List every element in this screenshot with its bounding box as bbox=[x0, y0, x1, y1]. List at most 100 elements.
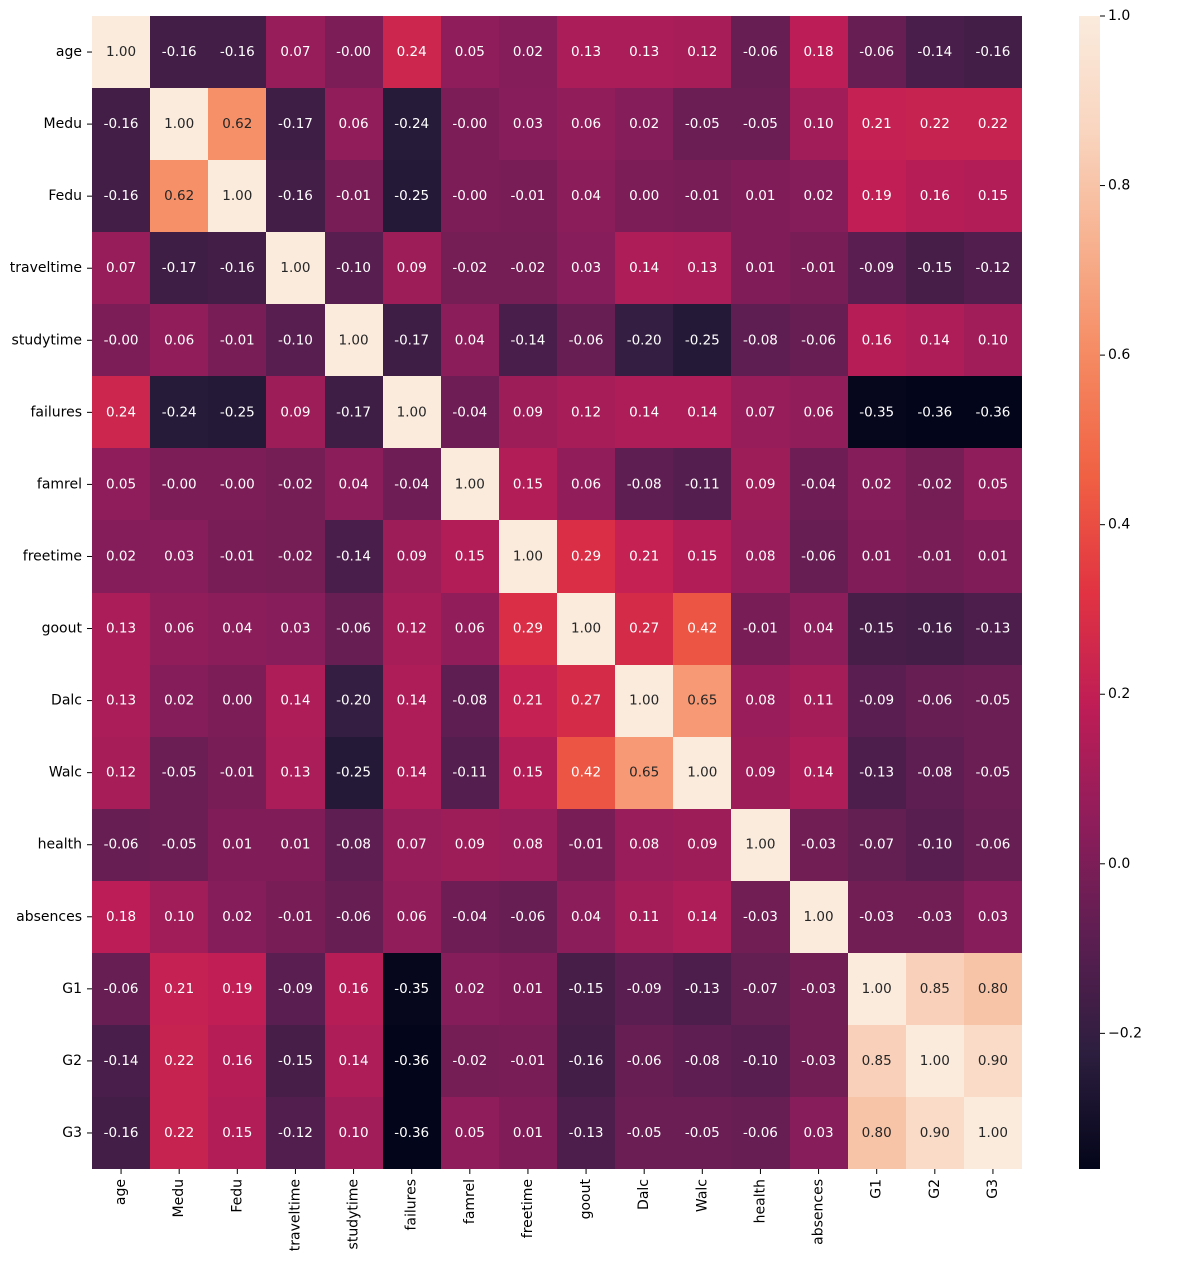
cell-value-label: 0.14 bbox=[280, 693, 310, 709]
heatmap-cell-studytime-goout bbox=[557, 304, 615, 376]
cell-value-label: -0.20 bbox=[627, 332, 662, 348]
heatmap-cell-Dalc-famrel bbox=[441, 665, 499, 737]
cell-value-label: -0.01 bbox=[685, 188, 720, 204]
cell-value-label: -0.01 bbox=[336, 188, 371, 204]
heatmap-cell-freetime-G1 bbox=[848, 520, 906, 593]
heatmap-cell-G2-freetime bbox=[499, 1025, 557, 1097]
cell-value-label: 0.13 bbox=[629, 44, 659, 60]
heatmap-cell-G1-Dalc bbox=[615, 953, 673, 1025]
heatmap-cell-famrel-Walc bbox=[673, 448, 731, 520]
cell-value-label: -0.03 bbox=[801, 1053, 836, 1069]
cell-value-label: 0.62 bbox=[164, 188, 194, 204]
cell-value-label: 0.90 bbox=[978, 1053, 1008, 1069]
heatmap-cell-traveltime-freetime bbox=[499, 232, 557, 304]
cell-value-label: -0.06 bbox=[743, 44, 778, 60]
heatmap-cell-absences-age bbox=[92, 881, 150, 953]
heatmap-cell-Medu-G3 bbox=[964, 88, 1022, 160]
cell-value-label: -0.16 bbox=[220, 44, 255, 60]
y-tick-label: Fedu bbox=[48, 188, 82, 204]
heatmap-cell-absences-health bbox=[731, 881, 790, 953]
cell-value-label: 0.04 bbox=[222, 621, 252, 637]
cell-value-label: 0.16 bbox=[222, 1053, 252, 1069]
x-tick-label: famrel bbox=[462, 1179, 478, 1224]
heatmap-cell-studytime-famrel bbox=[441, 304, 499, 376]
heatmap-cell-Walc-age bbox=[92, 737, 150, 809]
cell-value-label: -0.06 bbox=[801, 548, 836, 564]
cell-value-label: -0.17 bbox=[394, 332, 429, 348]
heatmap-cell-failures-G3 bbox=[964, 376, 1022, 448]
heatmap-cell-goout-health bbox=[731, 593, 790, 665]
cell-value-label: 0.15 bbox=[455, 548, 485, 564]
heatmap-cell-health-Dalc bbox=[615, 809, 673, 881]
heatmap-cell-freetime-Fedu bbox=[208, 520, 266, 593]
cell-value-label: 0.01 bbox=[222, 837, 252, 853]
heatmap-cell-G3-absences bbox=[790, 1097, 848, 1169]
cell-value-label: 0.04 bbox=[804, 621, 834, 637]
cell-value-label: 0.62 bbox=[222, 116, 252, 132]
heatmap-cell-studytime-Fedu bbox=[208, 304, 266, 376]
cell-value-label: -0.16 bbox=[162, 44, 197, 60]
cell-value-label: 1.00 bbox=[164, 116, 194, 132]
cell-value-label: 0.80 bbox=[978, 981, 1008, 997]
heatmap-cell-Walc-failures bbox=[383, 737, 441, 809]
y-tick-label: absences bbox=[16, 909, 82, 925]
heatmap-cell-Fedu-studytime bbox=[325, 160, 383, 232]
cell-value-label: -0.12 bbox=[278, 1125, 313, 1141]
cell-value-label: -0.25 bbox=[394, 188, 429, 204]
heatmap-cell-failures-Medu bbox=[150, 376, 208, 448]
cell-value-label: -0.24 bbox=[162, 404, 197, 420]
cell-value-label: 0.14 bbox=[397, 693, 427, 709]
cell-value-label: -0.06 bbox=[975, 837, 1010, 853]
heatmap-cell-absences-failures bbox=[383, 881, 441, 953]
cell-value-label: -0.35 bbox=[859, 404, 894, 420]
cell-value-label: -0.02 bbox=[452, 1053, 487, 1069]
cell-value-label: 0.14 bbox=[397, 765, 427, 781]
cell-value-label: -0.08 bbox=[743, 332, 778, 348]
heatmap-cell-Medu-health bbox=[731, 88, 790, 160]
cell-value-label: -0.14 bbox=[917, 44, 952, 60]
heatmap-cell-G3-health bbox=[731, 1097, 790, 1169]
cell-value-label: -0.04 bbox=[394, 476, 429, 492]
colorbar: −0.2 0.0 0.2 0.4 0.6 0.8 1.0 bbox=[1079, 8, 1142, 1169]
heatmap-cell-G1-freetime bbox=[499, 953, 557, 1025]
cell-value-label: 0.08 bbox=[745, 693, 775, 709]
x-tick-label: Fedu bbox=[229, 1179, 245, 1213]
heatmap-cell-G1-failures bbox=[383, 953, 441, 1025]
y-tick-label: goout bbox=[42, 621, 83, 637]
cell-value-label: 0.08 bbox=[629, 837, 659, 853]
heatmap-cell-freetime-G3 bbox=[964, 520, 1022, 593]
y-tick-label: G2 bbox=[62, 1053, 82, 1069]
cell-value-label: -0.06 bbox=[336, 621, 371, 637]
heatmap-cell-Medu-absences bbox=[790, 88, 848, 160]
heatmap-cell-G1-G3 bbox=[964, 953, 1022, 1025]
x-tick-label: health bbox=[752, 1179, 768, 1223]
cell-value-label: 0.05 bbox=[978, 476, 1008, 492]
cell-value-label: 0.09 bbox=[397, 548, 427, 564]
heatmap-cell-G1-studytime bbox=[325, 953, 383, 1025]
heatmap-cell-health-health bbox=[731, 809, 790, 881]
cell-value-label: 0.01 bbox=[280, 837, 310, 853]
heatmap-cell-traveltime-Walc bbox=[673, 232, 731, 304]
heatmap-cell-studytime-Dalc bbox=[615, 304, 673, 376]
heatmap-cell-goout-studytime bbox=[325, 593, 383, 665]
cell-value-label: -0.36 bbox=[917, 404, 952, 420]
cell-value-label: -0.08 bbox=[917, 765, 952, 781]
cell-value-label: -0.05 bbox=[685, 116, 720, 132]
cell-value-label: 0.04 bbox=[571, 188, 601, 204]
cell-value-label: 0.02 bbox=[804, 188, 834, 204]
colorbar-tick-label: 0.2 bbox=[1108, 686, 1130, 702]
heatmap-cell-Walc-freetime bbox=[499, 737, 557, 809]
y-tick-label: Medu bbox=[44, 116, 82, 132]
heatmap-cell-G3-Walc bbox=[673, 1097, 731, 1169]
heatmap-cell-failures-failures bbox=[383, 376, 441, 448]
heatmap-cell-G2-famrel bbox=[441, 1025, 499, 1097]
heatmap-cell-health-absences bbox=[790, 809, 848, 881]
cell-value-label: -0.01 bbox=[801, 260, 836, 276]
heatmap-cell-G3-goout bbox=[557, 1097, 615, 1169]
cell-value-label: -0.15 bbox=[917, 260, 952, 276]
x-tick-labels: age Medu Fedu traveltime studytime failures fa… bbox=[113, 1169, 1001, 1251]
heatmap-cell-goout-age bbox=[92, 593, 150, 665]
heatmap-cell-Fedu-Medu bbox=[150, 160, 208, 232]
colorbar-tick-label: 0.4 bbox=[1108, 517, 1130, 533]
